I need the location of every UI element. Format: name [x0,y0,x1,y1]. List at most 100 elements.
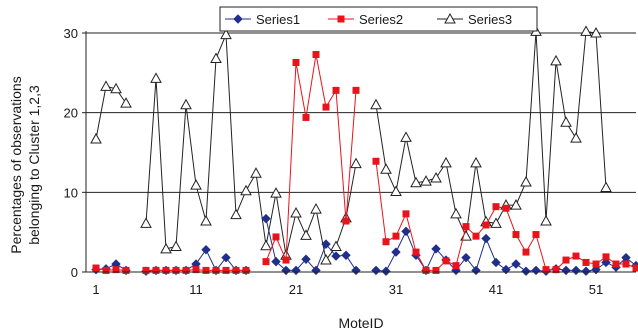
data-point-Series1 [581,266,591,276]
data-point-Series3 [570,132,582,143]
y-axis-title: Percentages of observations belonging to… [8,76,42,253]
data-point-Series2 [332,86,340,94]
data-point-Series3 [110,82,122,94]
data-point-Series2 [162,266,170,274]
data-point-Series2 [352,86,360,94]
series-line-Series3 [95,30,607,262]
data-point-Series2 [572,252,580,260]
data-point-Series2 [492,203,500,211]
data-point-Series2 [502,204,510,212]
data-point-Series2 [212,266,220,274]
data-point-Series3 [420,175,432,186]
data-point-Series2 [242,266,250,274]
data-point-Series1 [391,247,401,257]
data-point-Series3 [180,98,192,110]
data-point-Series3 [600,181,612,193]
data-point-Series1 [401,226,411,237]
data-point-Series3 [140,217,152,228]
data-point-Series2 [612,260,620,268]
data-point-Series1 [371,265,381,276]
legend-marker-Series1 [233,14,243,24]
data-point-Series1 [381,266,391,276]
data-point-Series2 [342,217,350,225]
data-point-Series3 [400,131,412,142]
data-point-Series3 [170,240,182,252]
data-point-Series2 [272,233,280,241]
data-point-Series2 [262,258,270,266]
data-point-Series3 [470,156,482,168]
data-point-Series2 [222,266,230,274]
data-point-Series3 [210,52,222,63]
data-point-Series2 [602,253,610,261]
data-point-Series1 [561,265,571,276]
data-point-Series3 [200,214,212,226]
data-point-Series2 [142,266,150,274]
data-point-Series3 [150,72,162,83]
data-point-Series3 [230,208,242,220]
data-point-Series3 [580,25,592,36]
y-tick-label: 10 [64,185,78,200]
y-axis-title-line-2: belonging to Cluster 1,2,3 [26,85,42,245]
data-point-Series3 [540,214,552,226]
data-point-Series1 [491,257,501,268]
data-point-Series3 [260,239,272,251]
data-point-Series2 [392,232,400,240]
data-point-Series2 [482,221,490,229]
data-point-Series3 [90,132,102,144]
x-tick-label: 21 [289,282,303,297]
data-point-Series2 [402,210,410,218]
data-point-Series2 [622,260,630,268]
data-point-Series3 [550,54,562,66]
data-point-Series3 [380,163,392,174]
data-point-Series2 [232,266,240,274]
x-tick-label: 1 [92,282,99,297]
data-point-Series2 [412,248,420,256]
data-point-Series3 [450,207,462,219]
series-Series3 [90,25,612,265]
legend: Series1 Series2 Series3 [219,6,538,32]
data-point-Series2 [292,58,300,66]
data-point-Series3 [300,229,312,240]
data-point-Series3 [310,203,322,214]
data-point-Series3 [160,242,172,254]
data-point-Series1 [571,265,581,276]
data-point-Series1 [221,252,231,263]
data-point-Series2 [512,231,520,239]
data-point-Series1 [601,257,611,268]
data-point-Series1 [521,266,531,276]
data-point-Series1 [341,250,351,260]
legend-box [219,6,538,32]
data-point-Series2 [372,157,380,165]
data-point-Series2 [542,266,550,274]
data-point-Series2 [312,51,320,59]
x-tick-label: 41 [489,282,503,297]
x-tick-label: 31 [389,282,403,297]
data-point-Series3 [490,217,502,228]
data-point-Series2 [92,264,100,272]
data-point-Series2 [472,232,480,240]
data-point-Series1 [481,233,491,244]
data-point-Series2 [582,258,590,266]
data-point-Series3 [250,167,262,178]
data-point-Series1 [331,251,341,261]
data-point-Series1 [351,265,361,276]
data-point-Series3 [190,179,202,190]
data-point-Series2 [522,248,530,256]
data-point-Series2 [432,266,440,274]
legend-marker-Series3 [444,12,456,24]
data-point-Series3 [330,240,342,252]
data-point-Series2 [592,260,600,268]
data-point-Series1 [531,265,541,276]
data-point-Series2 [152,266,160,274]
data-point-Series2 [562,256,570,264]
data-point-Series3 [120,97,132,108]
y-tick-label: 20 [64,106,78,121]
data-point-Series3 [350,157,362,169]
data-point-Series3 [560,116,572,127]
gridlines [86,32,636,193]
data-point-Series2 [112,266,120,274]
data-point-Series3 [270,187,282,198]
x-tick-label: 11 [189,282,203,297]
